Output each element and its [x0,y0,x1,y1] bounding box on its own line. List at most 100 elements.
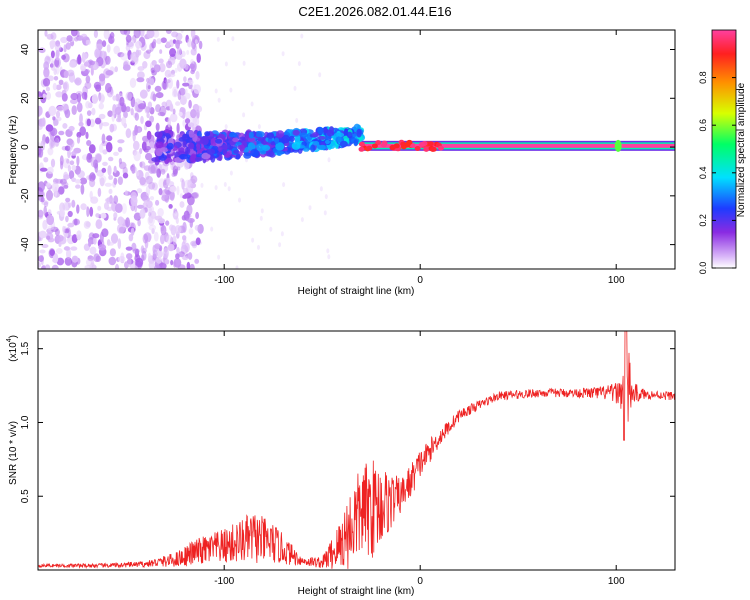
carrier-wobble-blob [418,142,425,147]
spectrogram-noise-blob [90,256,95,267]
spectrogram-noise-blob [51,264,59,269]
spectrogram-outlier-blob [217,97,221,103]
spectrogram-noise-blob [94,48,100,59]
spectrogram-transition-blob [317,126,324,135]
spectrogram-noise-blob [61,181,69,188]
carrier-spot [614,139,622,152]
spectrogram-noise-blob [63,44,67,53]
spectrogram-noise-blob [91,107,96,116]
spectrogram-noise-blob [107,110,114,117]
spectrogram-outlier-blob [180,30,184,33]
spectrogram-noise-blob [83,61,90,67]
snr-y-tick-label: 1.5 [20,341,31,355]
spectrogram-noise-blob [55,248,63,254]
spectrogram-transition-blob [206,148,216,155]
spectrogram-outlier-blob [224,61,228,67]
spectrogram-noise-blob [175,253,180,260]
spectrogram-noise-blob [124,190,128,196]
spectrogram-noise-blob [181,241,186,250]
spectrogram-noise-blob [113,45,120,55]
spectrogram-noise-blob [149,107,155,115]
snr-scale-label: (x104) [6,335,19,362]
spectrogram-noise-blob [46,214,55,226]
spectrogram-noise-blob [42,77,51,87]
spectrogram-x-ticks: -100 0 100 [214,30,625,286]
spectrogram-noise-blob [80,203,87,211]
spectrogram-noise-blob [98,244,107,251]
spectrogram-noise-blob [85,131,89,139]
snr-x-tick-label: 100 [608,576,625,587]
spectrogram-noise-blob [131,163,136,174]
spectrogram-noise-blob [70,92,79,101]
spectrogram-noise-blob [75,184,81,189]
spectrogram-noise-blob [170,225,177,236]
spectrogram-transition-blob [195,143,201,151]
snr-scale-exponent: 4 [6,338,13,342]
spectrogram-outlier-blob [297,61,301,67]
spectrogram-noise-blob [86,206,90,218]
spectrogram-noise-blob [80,65,86,72]
spectrogram-noise-blob [190,172,194,179]
spectrogram-noise-blob [161,101,168,108]
spectrogram-noise-blob [133,212,142,221]
spectrogram-x-tick-label: 0 [417,275,423,286]
spectrogram-transition-blob [222,149,227,155]
spectrogram-noise-blob [96,39,103,50]
spectrogram-x-tick-label: 100 [608,275,625,286]
spectrogram-transition-blob [257,136,263,142]
spectrogram-noise-blob [157,218,165,224]
spectrogram-noise-blob [119,30,128,35]
spectrogram-noise-blob [39,249,46,254]
spectrogram-noise-blob [169,48,177,57]
spectrogram-noise-blob [45,136,50,144]
spectrogram-outlier-blob [192,118,196,124]
spectrogram-noise-blob [169,186,177,193]
spectrogram-noise-blob [172,86,178,95]
spectrogram-noise-blob [108,256,117,266]
spectrogram-noise-blob [88,144,96,154]
spectrogram-y-tick-label: 0 [20,144,31,150]
spectrogram-noise-blob [187,218,195,223]
spectrogram-transition-blob [248,131,254,139]
spectrogram-transition-blob [255,131,265,138]
spectrogram-noise-blob [65,215,69,223]
spectrogram-noise-blob [49,40,57,48]
figure-title: C2E1.2026.082.01.44.E16 [298,4,451,19]
spectrogram-noise-blob [194,258,200,264]
spectrogram-noise-blob [46,33,54,40]
spectrogram-noise-blob [182,235,187,241]
spectrogram-noise-blob [49,249,55,256]
spectrogram-noise-blob [134,101,138,112]
spectrogram-transition-blob [239,144,245,152]
spectrogram-noise-blob [97,205,102,211]
spectrogram-noise-blob [164,79,171,84]
spectrogram-noise-blob [50,158,56,168]
spectrogram-noise-blob [81,91,88,100]
spectrogram-noise-blob [185,118,191,124]
spectrogram-noise-blob [59,178,67,185]
spectrogram-noise-blob [55,110,61,118]
snr-x-tick-label: -100 [214,576,234,587]
spectrogram-noise-blob [176,79,180,89]
spectrogram-noise-blob [146,112,150,119]
spectrogram-noise-blob [58,79,64,86]
spectrogram-noise-blob [149,78,155,86]
spectrogram-noise-blob [190,109,197,119]
spectrogram-noise-blob [127,256,132,268]
colorbar-gradient [711,29,737,269]
carrier-wobble-blob [358,146,365,152]
spectrogram-transition-blob [250,148,259,157]
spectrogram-transition-blob [165,158,173,163]
spectrogram-noise-blob [139,208,146,219]
spectrogram-noise-blob [120,52,129,61]
spectrogram-noise-blob [88,174,92,182]
spectrogram-noise-blob [186,261,191,269]
spectrogram-noise-blob [98,175,107,184]
spectrogram-transition-blob [326,129,335,137]
spectrogram-noise-blob [55,116,62,122]
carrier-line [361,143,675,148]
spectrogram-noise-blob [198,40,203,50]
snr-scale-prefix: (x10 [8,342,19,362]
spectrogram-noise-blob [157,111,166,117]
